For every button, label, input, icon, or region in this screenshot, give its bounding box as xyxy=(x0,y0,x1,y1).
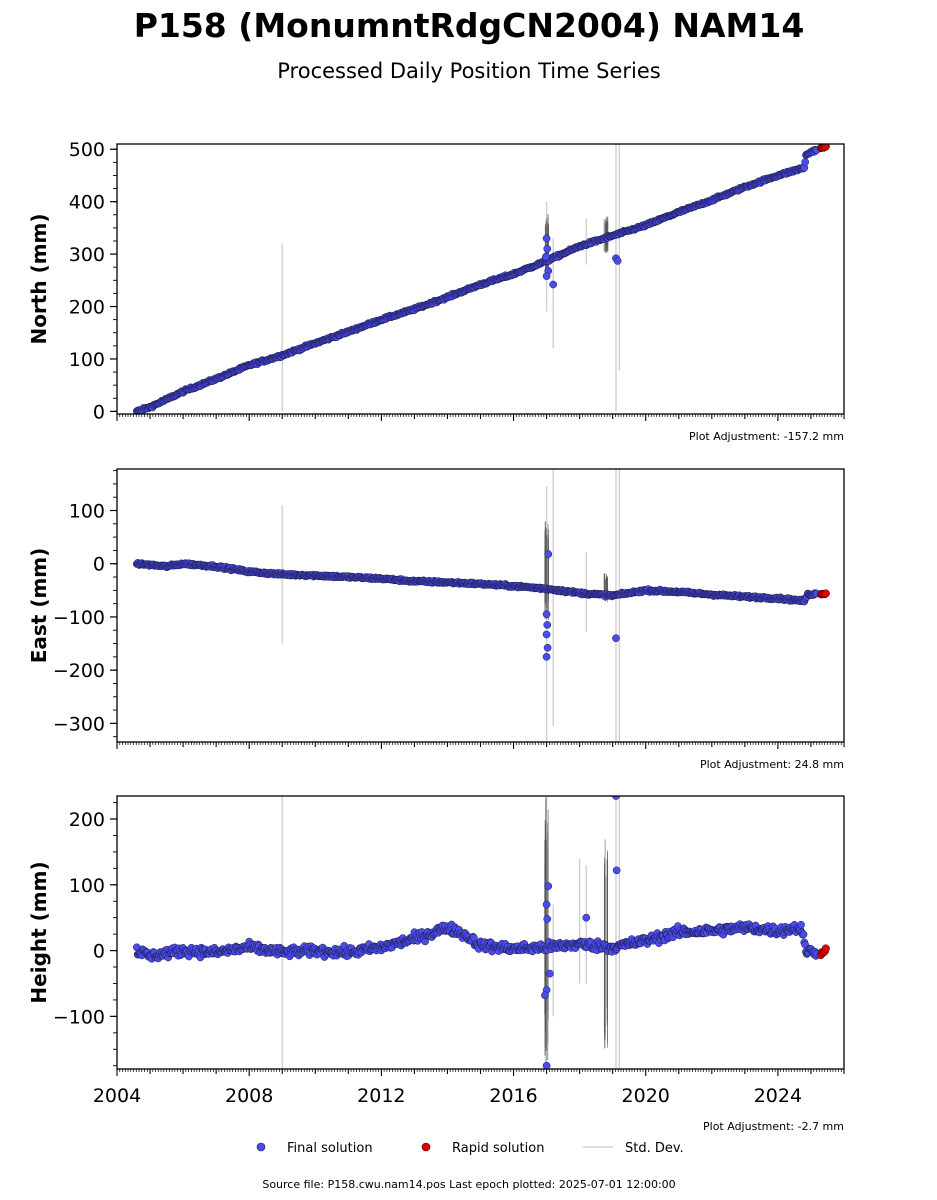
final-point xyxy=(613,257,622,265)
x-tick-label: 2008 xyxy=(225,1085,273,1107)
plot-frame xyxy=(116,468,845,743)
figure-subtitle: Processed Daily Position Time Series xyxy=(277,59,661,83)
final-point xyxy=(549,280,558,289)
y-tick-label: −100 xyxy=(53,1006,105,1028)
final-point xyxy=(797,920,805,929)
legend-rapid-marker xyxy=(421,1142,431,1152)
figure-title: P158 (MonumntRdgCN2004) NAM14 xyxy=(134,6,805,45)
final-point xyxy=(582,913,591,922)
final-point xyxy=(801,158,810,166)
plot-area xyxy=(132,796,830,1069)
plot-adjustment-note: Plot Adjustment: 24.8 mm xyxy=(700,758,844,771)
rapid-point xyxy=(821,589,830,598)
final-point xyxy=(542,234,551,243)
north-panel: 0 100 200 300 400 500 North (mm) Plot Adjustmen… xyxy=(27,139,845,443)
y-tick-label: 100 xyxy=(69,875,105,897)
x-tick-label: 2012 xyxy=(357,1085,405,1107)
final-point xyxy=(542,1061,551,1069)
legend-final-marker xyxy=(256,1142,266,1152)
legend-final-label: Final solution xyxy=(287,1141,373,1156)
y-tick-label: 200 xyxy=(69,809,105,831)
y-axis-label: East (mm) xyxy=(27,548,51,664)
y-axis-label: North (mm) xyxy=(27,213,51,344)
plot-area xyxy=(132,469,830,742)
final-point xyxy=(541,991,549,1000)
y-tick-label: −300 xyxy=(53,713,105,735)
final-point xyxy=(544,550,553,558)
final-point xyxy=(542,900,551,909)
final-point xyxy=(543,915,552,923)
rapid-point xyxy=(821,944,830,953)
final-point xyxy=(543,621,552,629)
plot-adjustment-note: Plot Adjustment: -2.7 mm xyxy=(703,1120,844,1133)
x-tick-label: 2020 xyxy=(622,1085,670,1107)
final-point xyxy=(543,245,552,253)
y-tick-label: 0 xyxy=(93,554,105,576)
legend-std-label: Std. Dev. xyxy=(625,1141,684,1156)
final-point xyxy=(546,969,554,978)
legend-rapid-label: Rapid solution xyxy=(452,1141,544,1156)
rapid-point xyxy=(821,144,830,151)
x-tick-label: 2016 xyxy=(489,1085,537,1107)
y-tick-label: 300 xyxy=(69,244,105,266)
east-panel: 100 0 −100 −200 −300 East (mm) Plot Adjustment… xyxy=(27,468,845,771)
final-point xyxy=(612,634,620,643)
y-tick-label: 200 xyxy=(69,297,105,319)
final-point xyxy=(542,272,551,280)
plot-adjustment-note: Plot Adjustment: -157.2 mm xyxy=(689,430,844,443)
final-point xyxy=(542,630,551,639)
x-tick-label: 2024 xyxy=(754,1085,802,1107)
x-tick-label: 2004 xyxy=(93,1085,141,1107)
y-axis-label: Height (mm) xyxy=(27,861,51,1003)
y-tick-label: 100 xyxy=(69,349,105,371)
y-tick-label: 400 xyxy=(69,192,105,214)
legend: Final solution Rapid solution Std. Dev. xyxy=(256,1141,684,1156)
final-point xyxy=(799,930,808,939)
y-tick-label: 0 xyxy=(93,401,105,423)
source-note: Source file: P158.cwu.nam14.pos Last epo… xyxy=(262,1178,675,1191)
y-tick-label: 100 xyxy=(69,501,105,523)
final-point xyxy=(542,610,551,619)
final-point xyxy=(543,643,552,652)
final-point xyxy=(544,882,553,890)
final-point xyxy=(542,653,551,661)
y-tick-label: −200 xyxy=(53,660,105,682)
plot-area xyxy=(132,144,830,414)
y-tick-label: 500 xyxy=(69,139,105,161)
y-tick-label: 0 xyxy=(93,941,105,963)
final-point xyxy=(612,866,621,875)
y-tick-label: −100 xyxy=(53,607,105,629)
final-point xyxy=(542,252,550,261)
